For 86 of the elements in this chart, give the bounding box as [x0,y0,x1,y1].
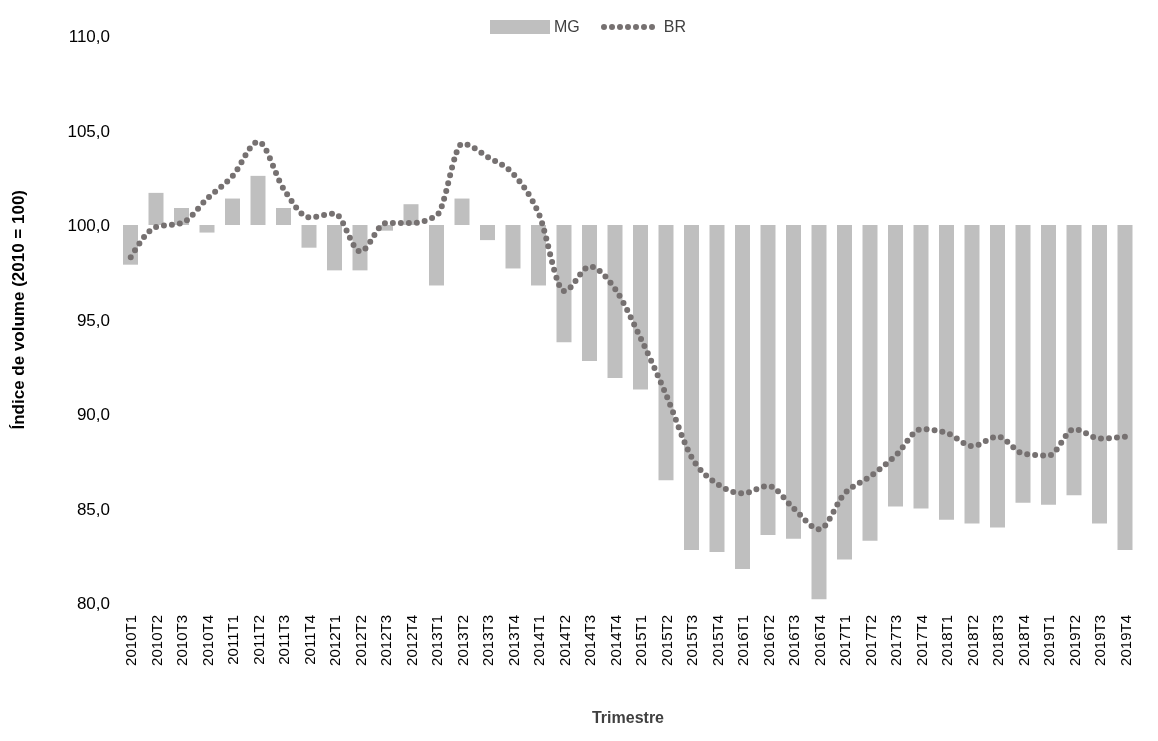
x-tick-label: 2010T3 [173,615,191,666]
y-tick-label: 85,0 [76,499,110,519]
bar [556,225,572,343]
x-tick-label: 2018T1 [938,615,956,666]
x-tick-label: 2010T2 [147,615,165,666]
x-tick-label: 2017T1 [836,615,854,666]
x-tick-label: 2018T4 [1014,615,1032,666]
x-tick-label: 2010T1 [122,615,140,666]
x-tick-label: 2012T1 [326,615,344,666]
bar [633,225,648,390]
bar [888,225,903,507]
x-tick-label: 2010T4 [198,615,216,666]
bar [505,225,521,269]
bar [429,225,444,286]
x-tick-label: 2014T4 [606,615,624,666]
y-tick-label: 90,0 [76,405,110,425]
bar [1117,225,1133,551]
bar [1066,225,1082,496]
bar [811,225,827,600]
x-tick-label: 2019T4 [1116,615,1134,666]
y-tick-label: 110,0 [68,27,110,47]
bar [735,225,750,569]
bar [709,225,725,552]
x-tick-label: 2017T4 [912,615,930,666]
x-tick-label: 2016T2 [759,615,777,666]
x-tick-label: 2019T1 [1040,615,1058,666]
x-tick-label: 2017T2 [861,615,879,666]
x-tick-label: 2016T1 [734,615,752,666]
y-axis-title: Índice de volume (2010 = 100) [9,189,29,430]
bar [276,207,291,225]
x-tick-label: 2012T2 [351,615,369,666]
bar [607,225,623,379]
x-tick-label: 2011T1 [224,615,242,665]
x-tick-label: 2018T2 [963,615,981,666]
x-tick-label: 2013T2 [453,615,471,666]
legend-label: MG [553,18,580,36]
bar [148,192,164,225]
x-tick-label: 2015T2 [657,615,675,666]
y-tick-label: 80,0 [76,594,110,614]
x-tick-label: 2015T1 [632,615,650,666]
bar [964,225,980,524]
x-tick-label: 2012T4 [402,615,420,666]
x-axis-title: Trimestre [591,709,665,726]
x-tick-label: 2014T3 [581,615,599,666]
bar [582,225,597,362]
x-tick-label: 2013T4 [504,615,522,666]
x-tick-label: 2012T3 [377,615,395,666]
bar [862,225,878,541]
x-tick-label: 2014T2 [555,615,573,666]
legend-label: BR [663,18,686,36]
y-tick-label: 105,0 [67,121,110,141]
bar [250,175,266,225]
bar [327,225,342,271]
x-tick-label: 2011T4 [300,615,318,665]
bar [658,225,674,481]
bar [990,225,1005,528]
bar [225,198,240,225]
bar [1041,225,1056,505]
x-tick-label: 2019T2 [1065,615,1083,666]
bar [913,225,929,509]
x-tick-label: 2013T3 [479,615,497,666]
bar [1092,225,1107,524]
x-tick-label: 2017T3 [887,615,905,666]
bar [480,225,495,241]
y-tick-label: 95,0 [76,310,110,330]
bar [301,225,317,248]
x-tick-label: 2011T3 [275,615,293,665]
bar [454,198,470,225]
x-tick-label: 2011T2 [249,615,267,665]
bar [786,225,801,539]
bar [531,225,546,286]
x-tick-label: 2014T1 [530,615,548,666]
x-tick-label: 2015T4 [708,615,726,666]
x-tick-label: 2015T3 [683,615,701,666]
x-tick-label: 2018T3 [989,615,1007,666]
x-tick-label: 2013T1 [428,615,446,666]
x-tick-label: 2016T3 [785,615,803,666]
bar [684,225,699,551]
bar [939,225,954,520]
bar [199,225,215,233]
bar [1015,225,1031,503]
bar [837,225,852,560]
bar [760,225,776,535]
x-tick-label: 2019T3 [1091,615,1109,666]
y-tick-label: 100,0 [67,216,110,236]
x-tick-label: 2016T4 [810,615,828,666]
